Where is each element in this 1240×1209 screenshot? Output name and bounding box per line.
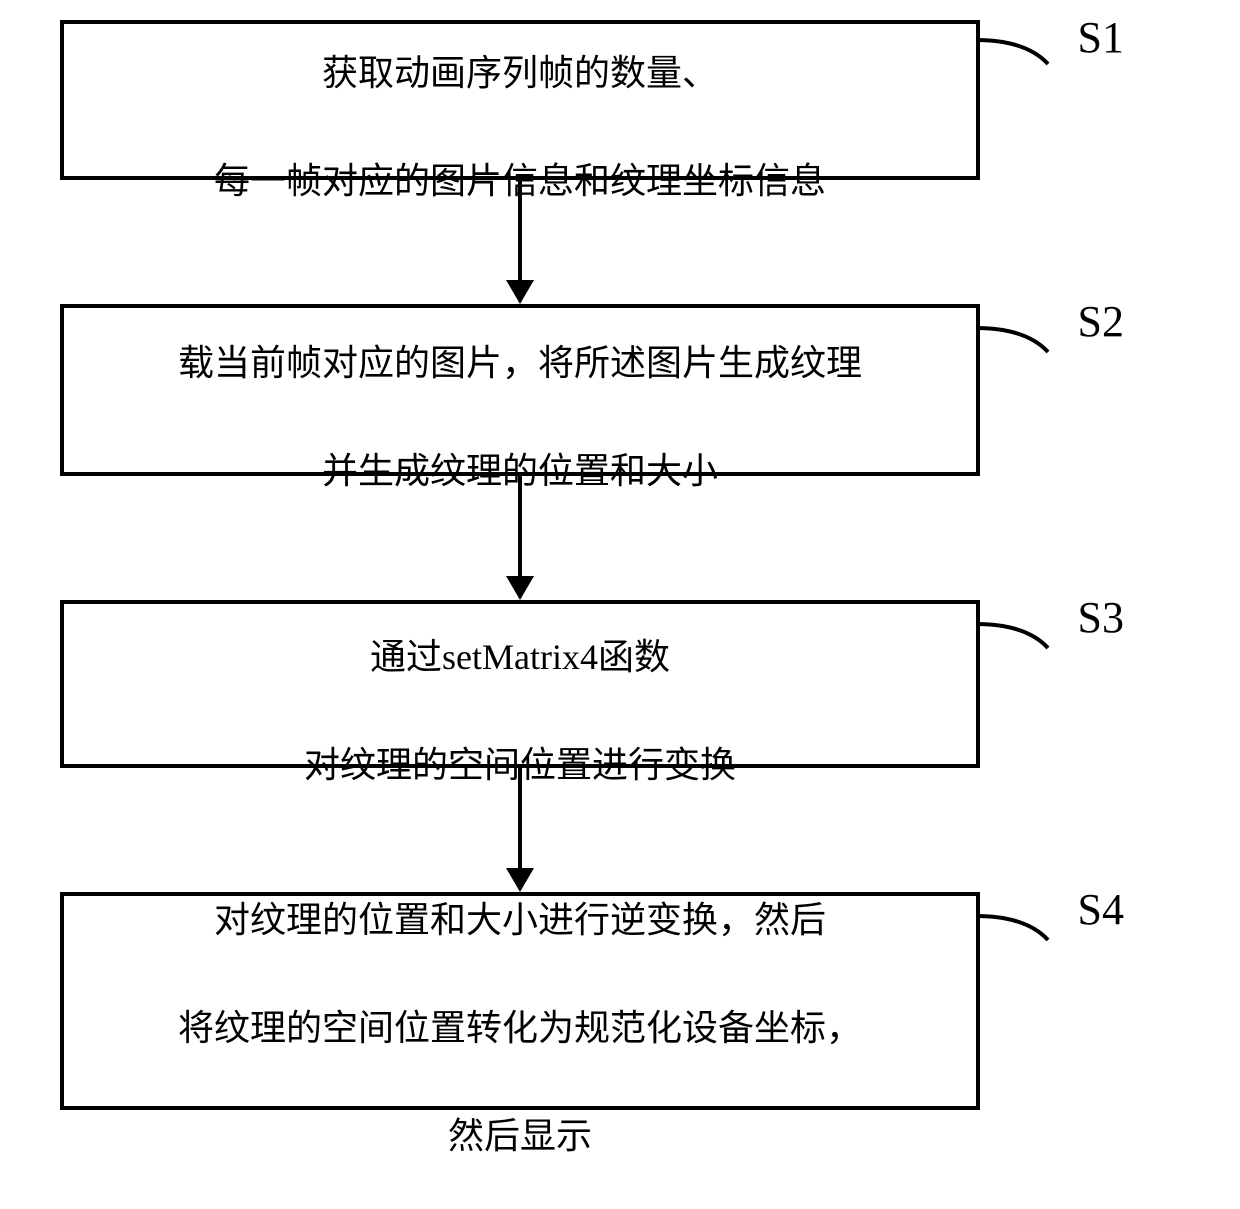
step-s1-line2: 每一帧对应的图片信息和纹理坐标信息 bbox=[214, 161, 826, 201]
step-s3-connector bbox=[976, 622, 1052, 650]
step-s4-text: 对纹理的位置和大小进行逆变换，然后 将纹理的空间位置转化为规范化设备坐标， 然后… bbox=[178, 839, 862, 1163]
step-s4-connector bbox=[976, 914, 1052, 942]
step-s1-label: S1 bbox=[1078, 12, 1124, 63]
step-s3-line2: 对纹理的空间位置进行变换 bbox=[304, 745, 736, 785]
step-s4-label: S4 bbox=[1078, 884, 1124, 935]
flowchart-container: 获取动画序列帧的数量、 每一帧对应的图片信息和纹理坐标信息 S1 载当前帧对应的… bbox=[60, 20, 1140, 1110]
flowchart-step-s2: 载当前帧对应的图片，将所述图片生成纹理 并生成纹理的位置和大小 S2 bbox=[60, 304, 980, 476]
step-s3-text: 通过setMatrix4函数 对纹理的空间位置进行变换 bbox=[304, 576, 736, 792]
step-s1-line1: 获取动画序列帧的数量、 bbox=[322, 53, 718, 93]
step-s2-connector bbox=[976, 326, 1052, 354]
step-s3-label: S3 bbox=[1078, 592, 1124, 643]
flowchart-step-s3: 通过setMatrix4函数 对纹理的空间位置进行变换 S3 bbox=[60, 600, 980, 768]
step-s3-line1: 通过setMatrix4函数 bbox=[370, 637, 670, 677]
flowchart-step-s1: 获取动画序列帧的数量、 每一帧对应的图片信息和纹理坐标信息 S1 bbox=[60, 20, 980, 180]
step-s2-label: S2 bbox=[1078, 296, 1124, 347]
step-s4-line2: 将纹理的空间位置转化为规范化设备坐标， bbox=[178, 1008, 862, 1048]
step-s1-connector bbox=[976, 38, 1052, 66]
step-s4-line3: 然后显示 bbox=[448, 1116, 592, 1156]
step-s2-line1: 载当前帧对应的图片，将所述图片生成纹理 bbox=[178, 343, 862, 383]
step-s4-line1: 对纹理的位置和大小进行逆变换，然后 bbox=[214, 900, 826, 940]
step-s2-line2: 并生成纹理的位置和大小 bbox=[322, 451, 718, 491]
step-s2-text: 载当前帧对应的图片，将所述图片生成纹理 并生成纹理的位置和大小 bbox=[178, 282, 862, 498]
step-s1-text: 获取动画序列帧的数量、 每一帧对应的图片信息和纹理坐标信息 bbox=[214, 0, 826, 208]
flowchart-step-s4: 对纹理的位置和大小进行逆变换，然后 将纹理的空间位置转化为规范化设备坐标， 然后… bbox=[60, 892, 980, 1110]
